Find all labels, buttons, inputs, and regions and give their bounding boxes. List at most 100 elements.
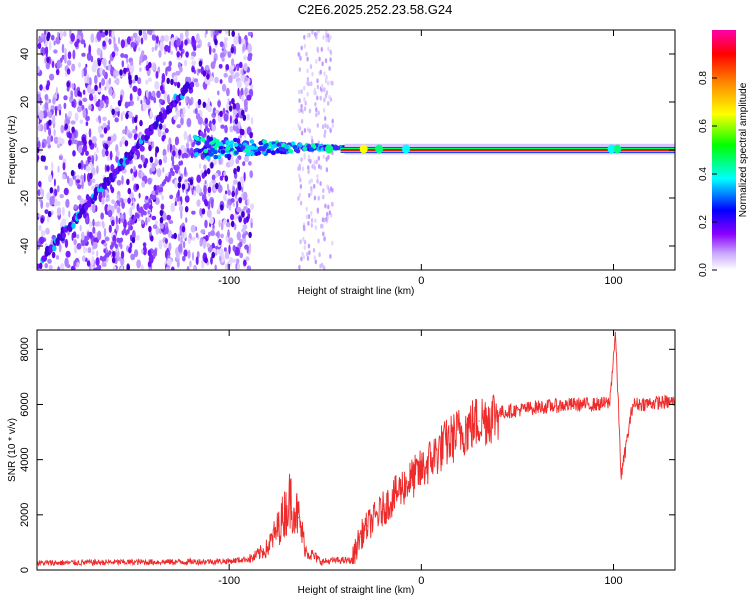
noise-dot [200, 259, 205, 269]
noise-dot-strong [104, 30, 109, 36]
snr-point [366, 525, 369, 527]
trace-dot [92, 194, 98, 201]
noise-dot [242, 161, 246, 167]
streak-dot [300, 118, 304, 124]
noise-dot [205, 64, 210, 71]
noise-dot [240, 72, 246, 82]
noise-dot [184, 59, 188, 67]
carrier-blob [208, 136, 214, 142]
noise-dot-strong [71, 126, 75, 133]
noise-dot-strong [201, 172, 206, 179]
streak-dot [306, 251, 309, 257]
streak-dot [303, 106, 307, 112]
noise-dot-strong [207, 186, 212, 193]
carrier-blob [246, 151, 252, 157]
snr-point [478, 420, 480, 422]
noise-dot [90, 232, 93, 240]
noise-dot [244, 132, 247, 139]
noise-dot [96, 250, 99, 257]
carrier-blob [236, 146, 242, 151]
streak-dot [309, 158, 312, 164]
trace-dot-faint [146, 202, 150, 208]
noise-dot [148, 30, 153, 36]
noise-dot [250, 84, 254, 90]
carrier-blob [225, 146, 231, 151]
noise-dot [177, 233, 181, 242]
noise-dot-strong [220, 204, 224, 211]
noise-dot [86, 52, 92, 61]
streak-dot [307, 165, 310, 171]
noise-dot [223, 113, 229, 122]
noise-dot [224, 37, 228, 42]
carrier-peak [375, 144, 384, 154]
streak-dot [322, 231, 325, 237]
noise-dot [53, 136, 59, 144]
streak-dot [319, 263, 322, 269]
noise-dot [76, 106, 82, 113]
noise-dot [91, 256, 94, 266]
streak-dot [316, 84, 320, 90]
noise-dot [137, 88, 142, 97]
colorbar-ticks: 0.0 0.2 0.4 0.6 0.8 [698, 71, 717, 277]
spectrogram-ylabel: Frequency (Hz) [7, 116, 18, 185]
noise-dot [159, 41, 164, 52]
noise-dot-strong [42, 155, 46, 162]
noise-dot [160, 222, 164, 229]
noise-dot [63, 95, 68, 101]
streak-dot [313, 184, 316, 189]
noise-dot [137, 77, 142, 85]
noise-dot [194, 108, 198, 115]
streak-dot [307, 154, 311, 160]
noise-dot [101, 148, 106, 158]
noise-dot [158, 239, 163, 250]
streak-dot [322, 154, 325, 160]
noise-dot-strong [47, 210, 52, 218]
noise-dot [147, 210, 151, 215]
noise-dot [41, 46, 44, 56]
noise-dot [246, 265, 252, 270]
noise-dot [68, 210, 71, 218]
noise-dot-strong [128, 247, 132, 254]
noise-dot [151, 33, 156, 41]
noise-dot [54, 106, 58, 117]
carrier-blob [288, 149, 294, 154]
carrier-blob [233, 137, 238, 143]
noise-dot-strong [191, 35, 195, 43]
noise-dot-strong [238, 216, 242, 223]
noise-dot [50, 34, 55, 41]
streak-dot [326, 124, 329, 130]
noise-dot [57, 266, 60, 270]
noise-dot [73, 238, 77, 246]
noise-dot-strong [158, 123, 163, 130]
noise-dot [46, 135, 51, 146]
streak-dot [325, 33, 328, 38]
noise-dot-strong [51, 251, 56, 259]
carrier-blob [218, 145, 224, 150]
noise-dot [166, 65, 172, 72]
noise-dot [100, 31, 106, 38]
colorbar-tick-label: 0.2 [698, 215, 709, 229]
noise-dot [95, 205, 98, 212]
noise-dot [218, 219, 221, 228]
streak-dot [322, 188, 325, 194]
noise-dot [243, 98, 248, 109]
noise-dot [186, 266, 190, 270]
noise-dot [87, 247, 92, 254]
noise-dot [113, 36, 116, 46]
noise-dot-strong [159, 84, 164, 92]
noise-dot [217, 184, 223, 193]
noise-dot [89, 221, 93, 228]
noise-dot [98, 125, 102, 135]
noise-dot [207, 105, 212, 113]
snr-xlabel: Height of straight line (km) [298, 585, 415, 596]
streak-dot [316, 207, 319, 213]
noise-dot [228, 100, 232, 106]
noise-dot [195, 184, 201, 194]
noise-dot-strong [101, 94, 106, 101]
noise-dot [151, 162, 157, 168]
noise-dot [229, 125, 234, 133]
noise-dot [128, 208, 132, 215]
noise-dot [161, 73, 166, 83]
streak-dot [328, 94, 331, 100]
streak-dot [327, 204, 330, 210]
